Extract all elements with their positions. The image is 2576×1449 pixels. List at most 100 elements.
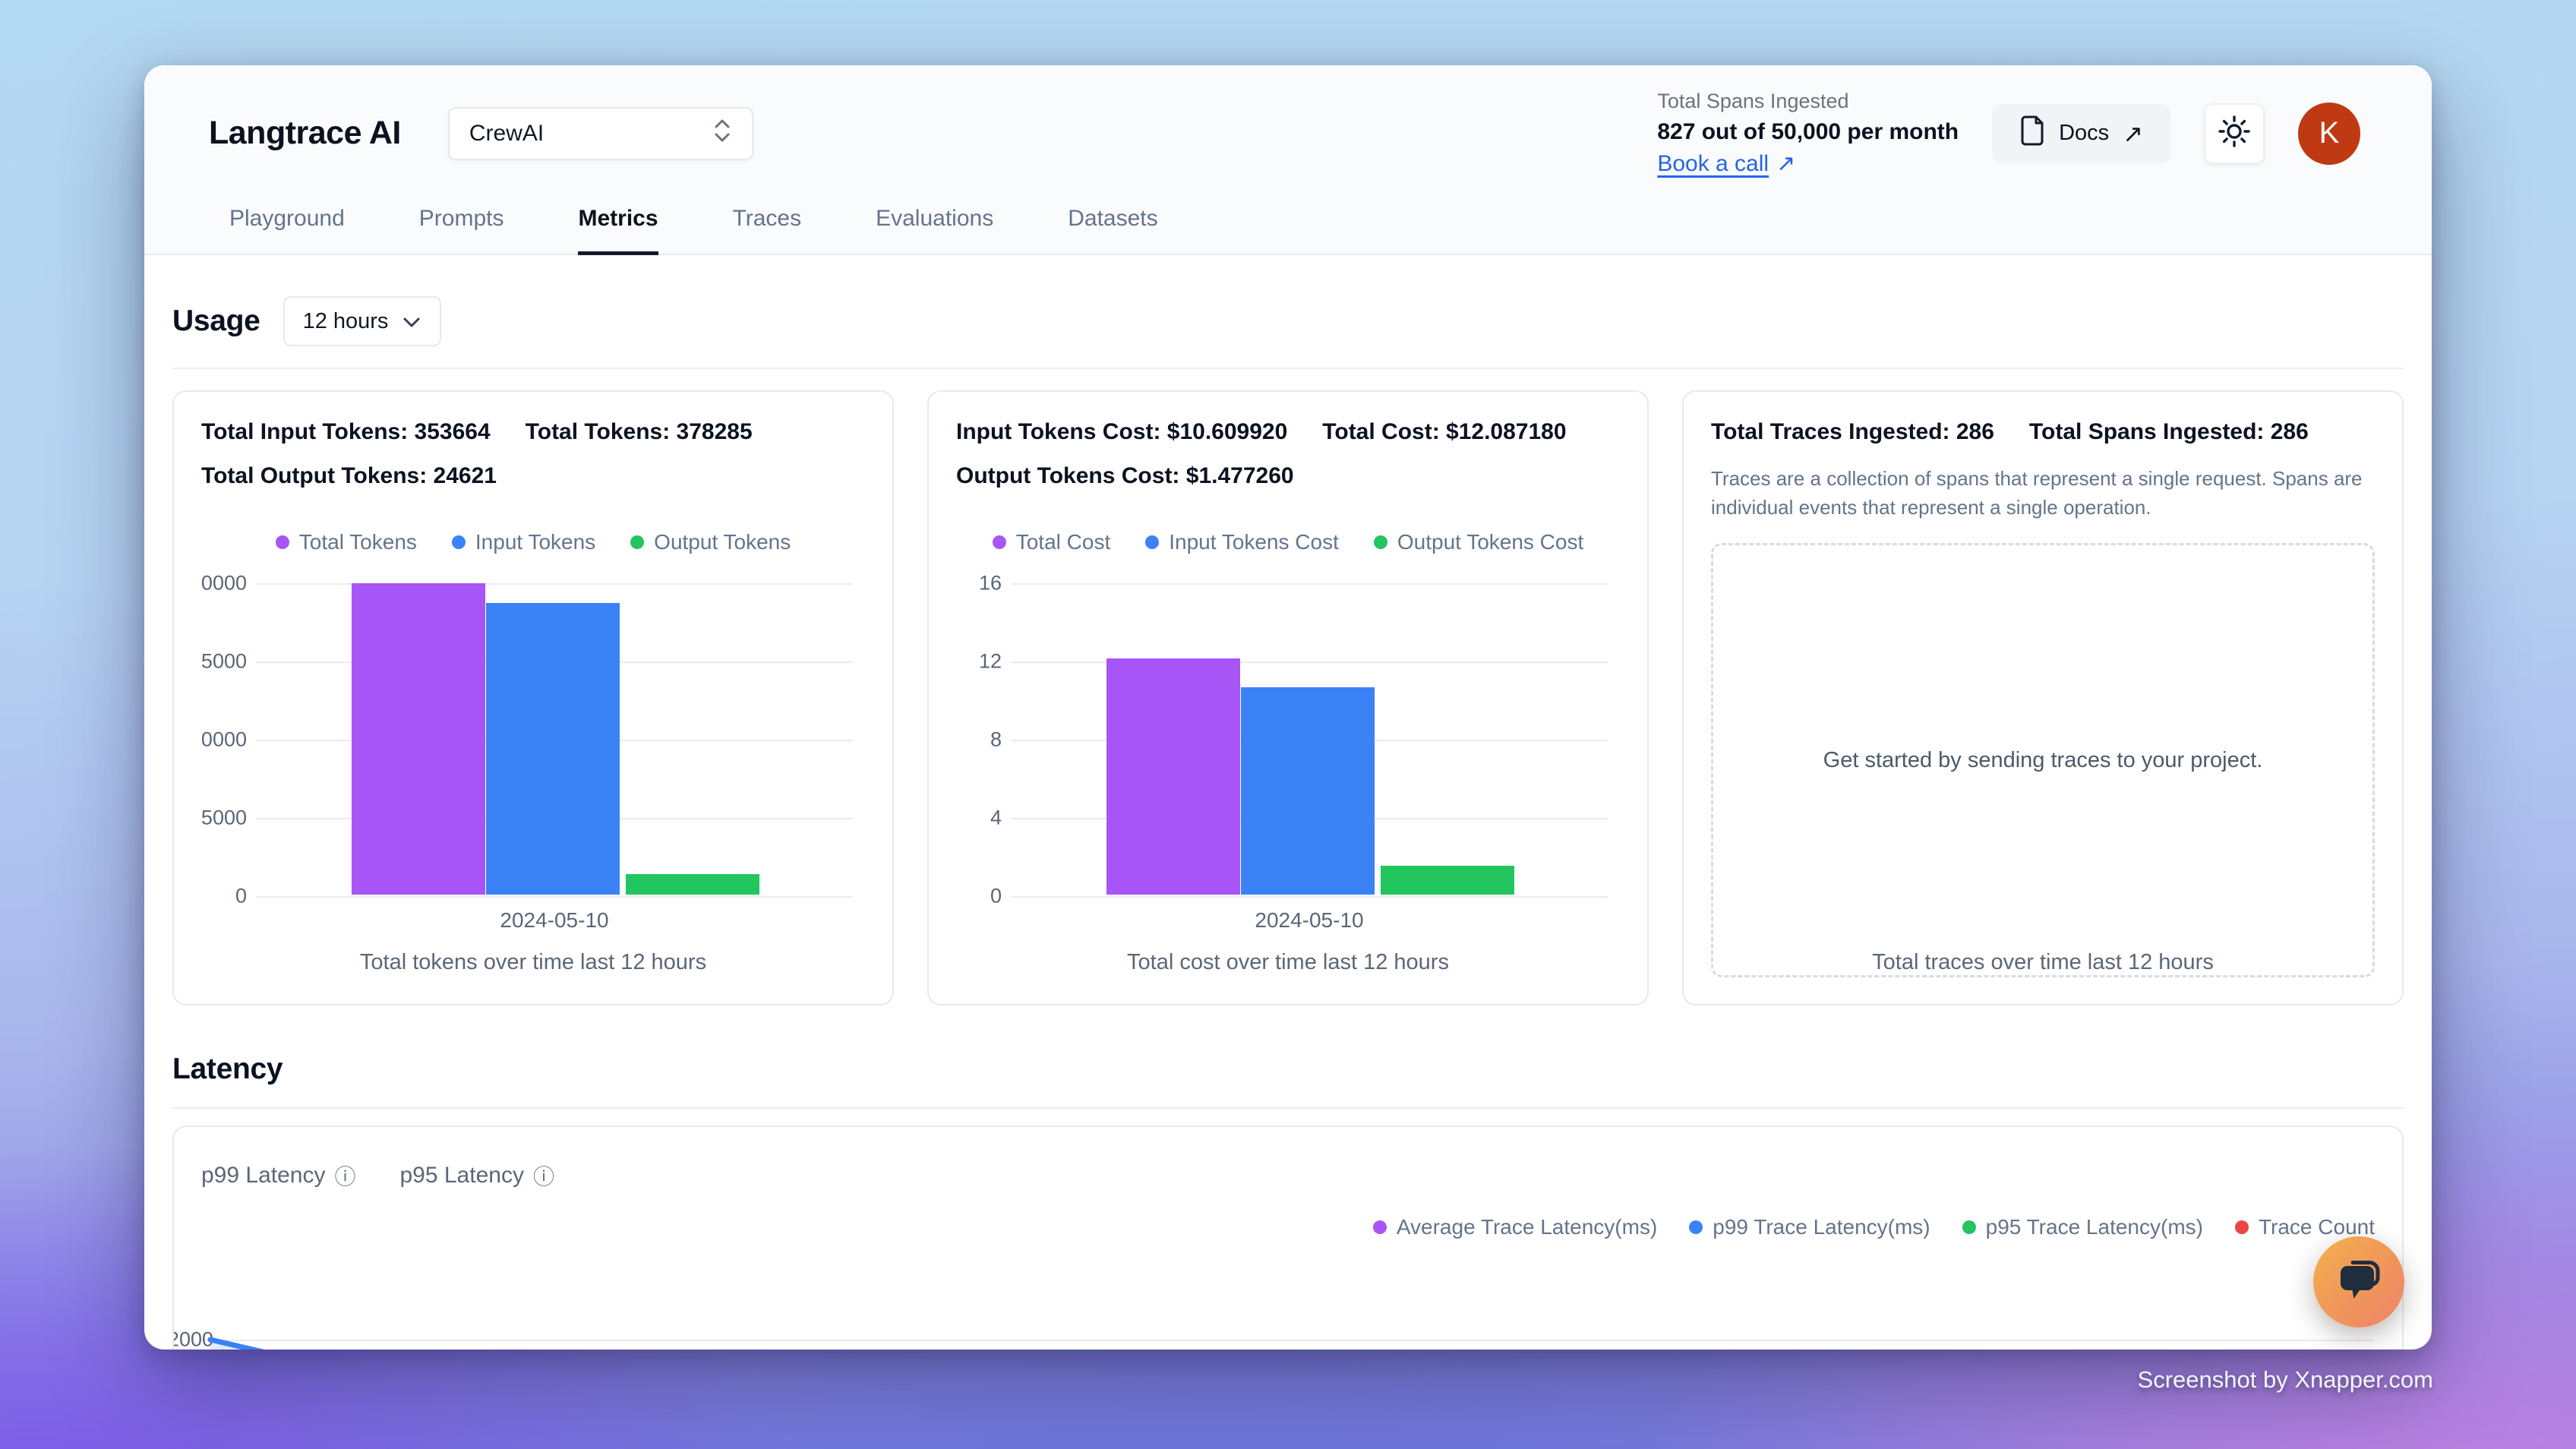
traces-chart-caption: Total traces over time last 12 hours — [1872, 950, 2214, 974]
tab-traces[interactable]: Traces — [732, 206, 802, 231]
section-divider — [172, 1107, 2404, 1109]
gridline — [201, 1340, 2375, 1341]
nav-tabs: Playground Prompts Metrics Traces Evalua… — [144, 175, 2432, 255]
y-axis-tick: 2000 — [174, 1327, 213, 1350]
spans-ingested-label: Total Spans Ingested — [1657, 90, 1849, 112]
legend-dot — [1372, 1220, 1387, 1234]
tokens-stats-row-2: Total Output Tokens: 24621 — [201, 463, 865, 489]
traces-card: Total Traces Ingested: 286 Total Spans I… — [1682, 390, 2404, 1005]
legend-item: Output Tokens — [630, 530, 791, 554]
legend-dot — [1373, 535, 1387, 549]
bar-input-tokens — [486, 603, 620, 895]
y-axis-tick: 16 — [978, 571, 1002, 595]
p99-latency-tag: p99 Latency ⓘ — [201, 1160, 355, 1191]
traces-empty-state: Get started by sending traces to your pr… — [1711, 543, 2375, 978]
app-header: Langtrace AI CrewAI Total Spans Ingested… — [144, 65, 2432, 255]
sun-icon — [2218, 115, 2251, 152]
gridline — [1011, 583, 1608, 585]
bar-input-tokens-cost — [1241, 687, 1375, 895]
cost-chart-caption: Total cost over time last 12 hours — [1127, 950, 1449, 974]
tokens-chart-legend: Total Tokens Input Tokens Output Tokens — [201, 530, 865, 554]
output-tokens-cost-stat: Output Tokens Cost: $1.477260 — [956, 463, 1294, 488]
file-icon — [2019, 115, 2045, 152]
latency-percentile-tags: p99 Latency ⓘ p95 Latency ⓘ — [201, 1160, 2375, 1191]
docs-button-label: Docs — [2059, 121, 2110, 145]
legend-dot — [2234, 1220, 2249, 1234]
cost-bar-chart: 16 12 8 4 0 2024-05-10 — [979, 572, 1608, 932]
chevron-down-icon — [402, 309, 421, 334]
time-range-selector[interactable]: 12 hours — [283, 296, 442, 346]
book-a-call-link[interactable]: Book a call ↗ — [1657, 153, 1795, 175]
y-axis-tick: 4 — [990, 806, 1002, 829]
bar-total-cost — [1106, 658, 1240, 895]
tab-metrics[interactable]: Metrics — [578, 206, 658, 255]
tokens-bar-chart: 0000 5000 0000 5000 0 2024-05-10 — [201, 572, 853, 932]
docs-button[interactable]: Docs ↗ — [1992, 103, 2170, 163]
traces-description: Traces are a collection of spans that re… — [1711, 467, 2363, 519]
legend-dot — [992, 535, 1006, 549]
latency-line-series — [207, 1337, 265, 1350]
legend-dot — [275, 535, 289, 549]
tab-playground[interactable]: Playground — [229, 206, 345, 231]
input-tokens-cost-stat: Input Tokens Cost: $10.609920 — [956, 419, 1288, 444]
y-axis-tick: 0 — [990, 884, 1002, 908]
project-selector[interactable]: CrewAI — [447, 106, 753, 160]
latency-area-chart: 2000 1000 — [174, 1267, 2375, 1350]
legend-item: Trace Count — [2234, 1215, 2375, 1239]
legend-item: Total Tokens — [275, 530, 417, 554]
p95-latency-tag: p95 Latency ⓘ — [399, 1160, 554, 1191]
chat-bubble-icon — [2335, 1257, 2382, 1308]
cost-chart-legend: Total Cost Input Tokens Cost Output Toke… — [956, 530, 1620, 554]
info-icon[interactable]: ⓘ — [532, 1165, 554, 1189]
xnapper-watermark: Screenshot by Xnapper.com — [2137, 1366, 2433, 1393]
user-avatar[interactable]: K — [2298, 102, 2360, 165]
brand-logo: Langtrace AI — [209, 115, 401, 151]
bar-total-tokens — [351, 583, 485, 895]
y-axis-tick: 0000 — [200, 571, 247, 595]
latency-chart-legend: Average Trace Latency(ms) p99 Trace Late… — [201, 1215, 2375, 1239]
tab-evaluations[interactable]: Evaluations — [876, 206, 994, 231]
x-axis-label: 2024-05-10 — [500, 908, 609, 932]
legend-item: Input Tokens Cost — [1145, 530, 1339, 554]
book-a-call-text: Book a call — [1657, 151, 1769, 176]
info-icon[interactable]: ⓘ — [334, 1165, 356, 1189]
header-top-row: Langtrace AI CrewAI Total Spans Ingested… — [144, 65, 2432, 175]
latency-card: p99 Latency ⓘ p95 Latency ⓘ Average Trac… — [172, 1125, 2404, 1350]
bar-output-tokens-cost — [1381, 866, 1515, 895]
cost-stats-row-2: Output Tokens Cost: $1.477260 — [956, 463, 1620, 489]
gridline — [1011, 896, 1608, 898]
traces-empty-state-text: Get started by sending traces to your pr… — [1823, 747, 2263, 772]
legend-item: Total Cost — [992, 530, 1110, 554]
gridline — [256, 583, 853, 585]
total-traces-ingested-stat: Total Traces Ingested: 286 — [1711, 419, 1994, 444]
theme-toggle-button[interactable] — [2204, 103, 2265, 164]
y-axis-tick: 0 — [235, 884, 247, 908]
gridline — [1011, 661, 1608, 663]
legend-dot — [451, 535, 466, 549]
legend-item: Average Trace Latency(ms) — [1372, 1215, 1657, 1239]
time-range-value: 12 hours — [302, 308, 389, 333]
select-updown-chevron-icon — [712, 118, 732, 150]
app-window: Langtrace AI CrewAI Total Spans Ingested… — [144, 65, 2432, 1350]
tab-prompts[interactable]: Prompts — [418, 206, 504, 231]
tab-datasets[interactable]: Datasets — [1068, 206, 1158, 231]
project-selector-value: CrewAI — [469, 120, 545, 146]
y-axis-tick: 5000 — [200, 806, 247, 829]
total-output-tokens-stat: Total Output Tokens: 24621 — [201, 463, 497, 488]
chat-widget-button[interactable] — [2313, 1236, 2404, 1327]
latency-section-header: Latency — [172, 1053, 2404, 1086]
external-arrow-icon: ↗ — [2123, 119, 2143, 147]
cost-card: Input Tokens Cost: $10.609920 Total Cost… — [927, 390, 1649, 1005]
tokens-card: Total Input Tokens: 353664 Total Tokens:… — [172, 390, 894, 1005]
total-spans-ingested-stat: Total Spans Ingested: 286 — [2028, 419, 2309, 444]
header-right-group: Total Spans Ingested 827 out of 50,000 p… — [1657, 91, 2360, 175]
total-input-tokens-stat: Total Input Tokens: 353664 — [201, 419, 491, 444]
cost-stats-row-1: Input Tokens Cost: $10.609920 Total Cost… — [956, 419, 1620, 445]
legend-dot — [1145, 535, 1160, 549]
usage-title: Usage — [172, 305, 260, 337]
legend-item: p95 Trace Latency(ms) — [1962, 1215, 2203, 1239]
gridline — [256, 896, 853, 898]
spans-ingested-value: 827 out of 50,000 per month — [1657, 119, 1959, 144]
legend-dot — [1689, 1220, 1703, 1234]
y-axis-tick: 0000 — [200, 728, 247, 751]
